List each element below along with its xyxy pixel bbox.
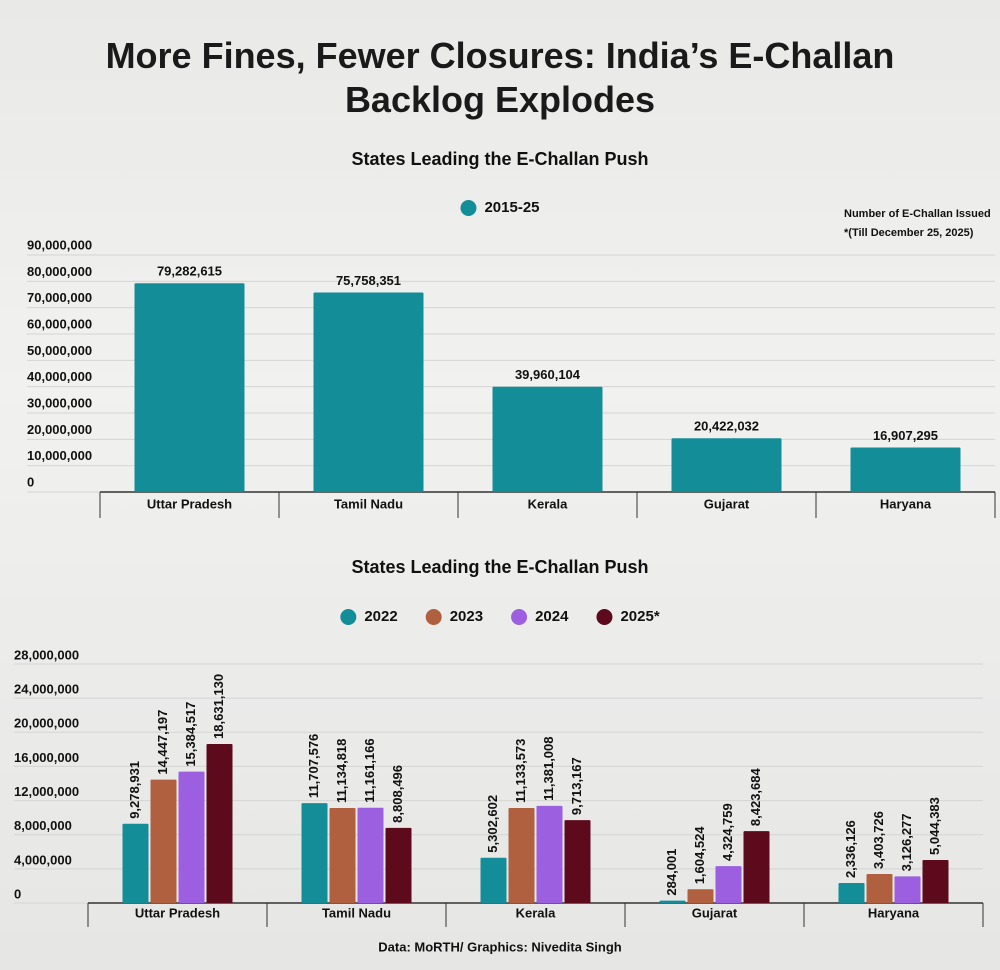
y-tick-label: 10,000,000 — [27, 448, 92, 463]
value-label: 284,001 — [664, 849, 679, 896]
footer: Data: MoRTH/ Graphics: Nivedita Singh — [378, 939, 621, 954]
value-label: 11,133,573 — [513, 739, 528, 803]
value-label: 11,707,576 — [306, 734, 321, 798]
bar — [178, 771, 205, 903]
bar — [536, 805, 563, 903]
bar — [564, 820, 591, 903]
bar — [687, 889, 714, 903]
y-tick-label: 40,000,000 — [27, 369, 92, 384]
legend-swatch — [460, 200, 477, 216]
y-tick-label: 20,000,000 — [14, 716, 79, 731]
legend-label: 2015-25 — [484, 199, 539, 216]
legend-label: 2023 — [450, 608, 483, 625]
y-tick-label: 12,000,000 — [14, 784, 79, 799]
value-label: 18,631,130 — [211, 674, 226, 739]
y-tick-label: 20,000,000 — [27, 422, 92, 437]
value-label: 2,336,126 — [843, 820, 858, 878]
x-tick-label: Gujarat — [704, 496, 750, 511]
value-label: 8,808,496 — [390, 765, 405, 823]
x-tick-label: Tamil Nadu — [334, 496, 403, 511]
bar — [134, 283, 245, 492]
y-tick-label: 70,000,000 — [27, 290, 92, 305]
legend-swatch — [425, 609, 442, 625]
y-tick-label: 90,000,000 — [27, 237, 92, 252]
value-label: 5,044,383 — [927, 797, 942, 855]
value-label: 9,278,931 — [127, 761, 142, 819]
bar — [508, 807, 535, 903]
x-tick-label: Uttar Pradesh — [147, 496, 232, 511]
x-tick-label: Haryana — [880, 496, 932, 511]
y-tick-label: 60,000,000 — [27, 316, 92, 331]
bar — [206, 743, 233, 903]
y-tick-label: 50,000,000 — [27, 343, 92, 358]
bar — [480, 857, 507, 903]
annotation: Number of E-Challan Issued — [844, 208, 991, 220]
value-label: 75,758,351 — [336, 273, 401, 288]
y-tick-label: 4,000,000 — [14, 852, 72, 867]
y-tick-label: 8,000,000 — [14, 818, 72, 833]
x-tick-label: Gujarat — [692, 905, 738, 920]
value-label: 16,907,295 — [873, 428, 938, 443]
x-tick-label: Kerala — [516, 905, 557, 920]
x-tick-label: Kerala — [528, 496, 569, 511]
chart-title: States Leading the E-Challan Push — [351, 149, 648, 169]
legend-label: 2025* — [620, 608, 659, 625]
bar — [659, 900, 686, 903]
value-label: 14,447,197 — [155, 710, 170, 775]
x-tick-label: Tamil Nadu — [322, 905, 391, 920]
chart-title: States Leading the E-Challan Push — [351, 557, 648, 577]
bar — [743, 831, 770, 903]
legend-swatch — [596, 609, 613, 625]
value-label: 4,324,759 — [720, 803, 735, 861]
page-title: More Fines, Fewer Closures: India’s E-Ch… — [105, 35, 895, 120]
bar — [357, 807, 384, 903]
x-tick-label: Haryana — [868, 905, 920, 920]
value-label: 11,161,166 — [362, 738, 377, 802]
legend-swatch — [511, 609, 528, 625]
bar — [492, 386, 603, 492]
annotation: *(Till December 25, 2025) — [844, 227, 974, 239]
value-label: 5,302,602 — [485, 795, 500, 853]
bar — [385, 827, 412, 903]
bar — [671, 438, 782, 492]
y-tick-label: 30,000,000 — [27, 395, 92, 410]
value-label: 3,403,726 — [871, 811, 886, 869]
value-label: 8,423,684 — [748, 767, 763, 826]
value-label: 11,134,818 — [334, 739, 349, 803]
bar — [150, 779, 177, 903]
value-label: 3,126,277 — [899, 813, 914, 871]
bar — [850, 447, 961, 492]
value-label: 39,960,104 — [515, 367, 581, 382]
value-label: 20,422,032 — [694, 419, 759, 434]
x-tick-label: Uttar Pradesh — [135, 905, 220, 920]
y-tick-label: 0 — [14, 886, 21, 901]
legend-swatch — [340, 609, 357, 625]
y-tick-label: 0 — [27, 474, 34, 489]
legend-label: 2022 — [364, 608, 397, 625]
bar — [866, 873, 893, 903]
value-label: 79,282,615 — [157, 264, 222, 279]
bar — [838, 883, 865, 903]
value-label: 15,384,517 — [183, 702, 198, 767]
y-tick-label: 28,000,000 — [14, 647, 79, 662]
legend-label: 2024 — [535, 608, 569, 625]
y-tick-label: 16,000,000 — [14, 750, 79, 765]
bar — [894, 876, 921, 903]
y-tick-label: 80,000,000 — [27, 264, 92, 279]
value-label: 11,381,008 — [541, 736, 556, 800]
bar — [329, 807, 356, 903]
bar — [301, 803, 328, 903]
bar — [715, 866, 742, 903]
value-label: 9,713,167 — [569, 757, 584, 815]
bar — [313, 292, 424, 492]
bar — [922, 859, 949, 903]
value-label: 1,604,524 — [692, 826, 707, 885]
y-tick-label: 24,000,000 — [14, 682, 79, 697]
bar — [122, 823, 149, 903]
